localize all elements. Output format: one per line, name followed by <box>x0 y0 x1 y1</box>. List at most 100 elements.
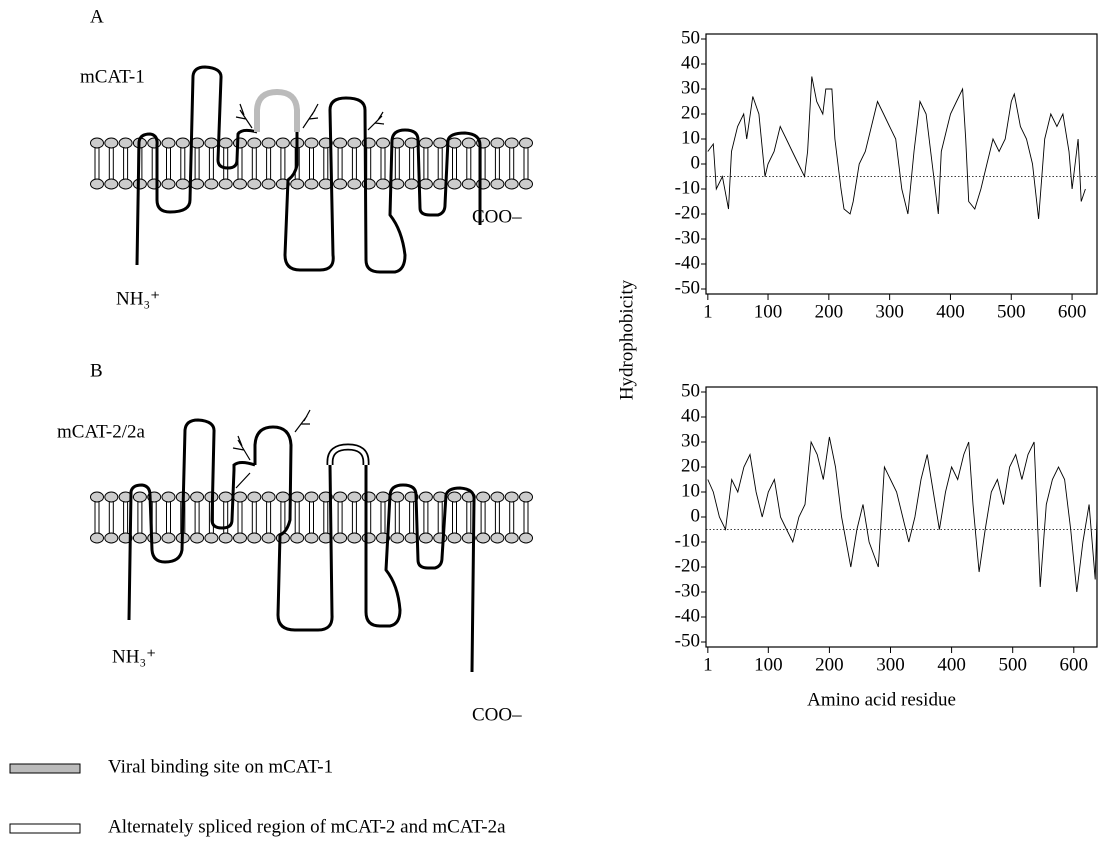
lipid-head <box>361 532 376 544</box>
lipid-head <box>519 178 533 190</box>
lipid-head <box>347 491 362 503</box>
lipid-head <box>247 137 262 149</box>
x-tick-label: 500 <box>998 654 1027 675</box>
lipid-head <box>161 137 176 149</box>
lipid-head <box>204 137 219 149</box>
n-terminus: NH₃⁺ <box>112 646 156 667</box>
x-tick-label: 300 <box>876 654 905 675</box>
lipid-head <box>318 137 333 149</box>
plot-frame <box>705 386 1098 648</box>
lipid-head <box>161 532 176 544</box>
lipid-head <box>304 137 319 149</box>
y-tick-label: -20 <box>675 555 700 576</box>
lipid-head <box>118 178 133 190</box>
lipid-head <box>390 532 405 544</box>
topology-a <box>135 65 482 274</box>
x-tick-label: 200 <box>815 654 844 675</box>
lipid-head <box>447 532 462 544</box>
lipid-head <box>275 137 290 149</box>
y-tick-label: 20 <box>681 455 700 476</box>
legend-text: Alternately spliced region of mCAT-2 and… <box>108 816 506 837</box>
c-terminus: COO– <box>472 206 522 227</box>
lipid-head <box>290 491 305 503</box>
lipid-head <box>519 532 533 544</box>
y-tick-label: 40 <box>681 52 700 73</box>
plot-frame <box>705 33 1098 295</box>
x-tick-label: 400 <box>937 654 966 675</box>
x-tick-label: 600 <box>1060 654 1089 675</box>
lipid-head <box>404 178 419 190</box>
lipid-head <box>161 491 176 503</box>
viral-binding-site <box>254 88 300 132</box>
y-tick-label: -30 <box>675 227 700 248</box>
protein-label: mCAT-1 <box>80 66 145 87</box>
lipid-head <box>147 532 162 544</box>
x-tick-label: 300 <box>875 301 904 322</box>
x-axis-label: Amino acid residue <box>807 689 956 710</box>
lipid-head <box>233 178 247 190</box>
lipid-head <box>519 137 533 149</box>
lipid-head <box>333 137 348 149</box>
lipid-head <box>347 532 362 544</box>
x-tick-label: 100 <box>754 301 783 322</box>
lipid-head <box>190 178 205 190</box>
lipid-head <box>404 137 419 149</box>
lipid-head <box>447 137 462 149</box>
lipid-head <box>233 532 247 544</box>
lipid-head <box>204 532 219 544</box>
lipid-head <box>418 137 433 149</box>
lipid-head <box>247 491 262 503</box>
lipid-head <box>104 491 119 503</box>
y-axis-label: Hydrophobicity <box>616 279 637 400</box>
lipid-head <box>275 178 290 190</box>
lipid-head <box>218 137 233 149</box>
lipid-head <box>418 532 433 544</box>
lipid-head <box>218 491 233 503</box>
lipid-head <box>447 491 462 503</box>
lipid-head <box>147 137 162 149</box>
hydrophobicity-line <box>707 76 1086 220</box>
lipid-head <box>504 178 519 190</box>
y-tick-label: 10 <box>681 480 700 501</box>
lipid-head <box>504 137 519 149</box>
lipid-head <box>261 137 276 149</box>
lipid-head <box>490 491 505 503</box>
topology-b <box>127 418 476 673</box>
y-tick-label: 30 <box>681 77 700 98</box>
lipid-head <box>333 491 348 503</box>
y-tick-label: -50 <box>675 630 700 651</box>
y-tick-label: 40 <box>681 405 700 426</box>
lipid-head <box>118 137 133 149</box>
lipid-head <box>433 137 448 149</box>
lipid-head <box>390 491 405 503</box>
lipid-head <box>333 178 348 190</box>
lipid-head <box>218 532 233 544</box>
y-tick-label: -40 <box>675 252 700 273</box>
x-tick-label: 200 <box>815 301 844 322</box>
lipid-head <box>476 491 491 503</box>
lipid-head <box>304 178 319 190</box>
y-tick-label: 0 <box>691 152 701 173</box>
membranes <box>90 137 533 544</box>
lipid-head <box>190 491 205 503</box>
lipid-head <box>490 137 505 149</box>
lipid-head <box>190 532 205 544</box>
lipid-head <box>147 178 162 190</box>
lipid-head <box>90 137 104 149</box>
lipid-head <box>461 137 476 149</box>
spliced-region <box>328 445 368 465</box>
lipid-head <box>261 178 276 190</box>
lipid-head <box>333 532 348 544</box>
y-tick-label: 30 <box>681 430 700 451</box>
lipid-head <box>104 532 119 544</box>
x-tick-label: 1 <box>703 301 713 322</box>
lipid-head <box>376 137 390 149</box>
lipid-head <box>90 532 104 544</box>
y-tick-label: -30 <box>675 580 700 601</box>
lipid-head <box>376 178 390 190</box>
lipid-head <box>376 491 390 503</box>
lipid-head <box>304 532 319 544</box>
y-tick-label: 10 <box>681 127 700 148</box>
lipid-head <box>161 178 176 190</box>
y-tick-label: 20 <box>681 102 700 123</box>
